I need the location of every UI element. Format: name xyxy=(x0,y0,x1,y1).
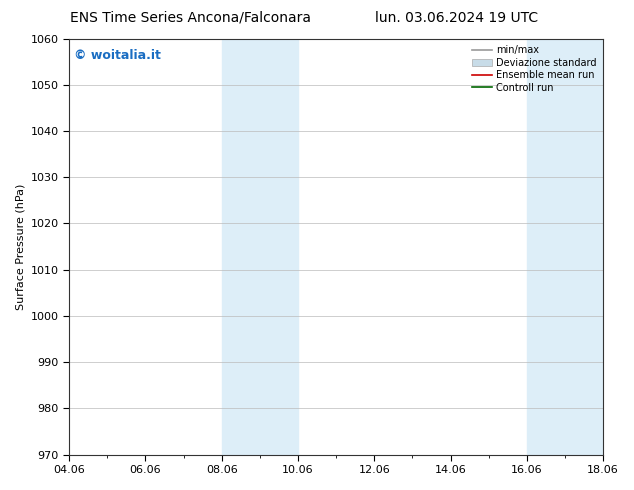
Text: lun. 03.06.2024 19 UTC: lun. 03.06.2024 19 UTC xyxy=(375,11,538,25)
Bar xyxy=(222,39,298,455)
Legend: min/max, Deviazione standard, Ensemble mean run, Controll run: min/max, Deviazione standard, Ensemble m… xyxy=(470,44,598,95)
Text: ENS Time Series Ancona/Falconara: ENS Time Series Ancona/Falconara xyxy=(70,11,311,25)
Text: © woitalia.it: © woitalia.it xyxy=(74,49,161,62)
Bar xyxy=(527,39,603,455)
Y-axis label: Surface Pressure (hPa): Surface Pressure (hPa) xyxy=(15,183,25,310)
